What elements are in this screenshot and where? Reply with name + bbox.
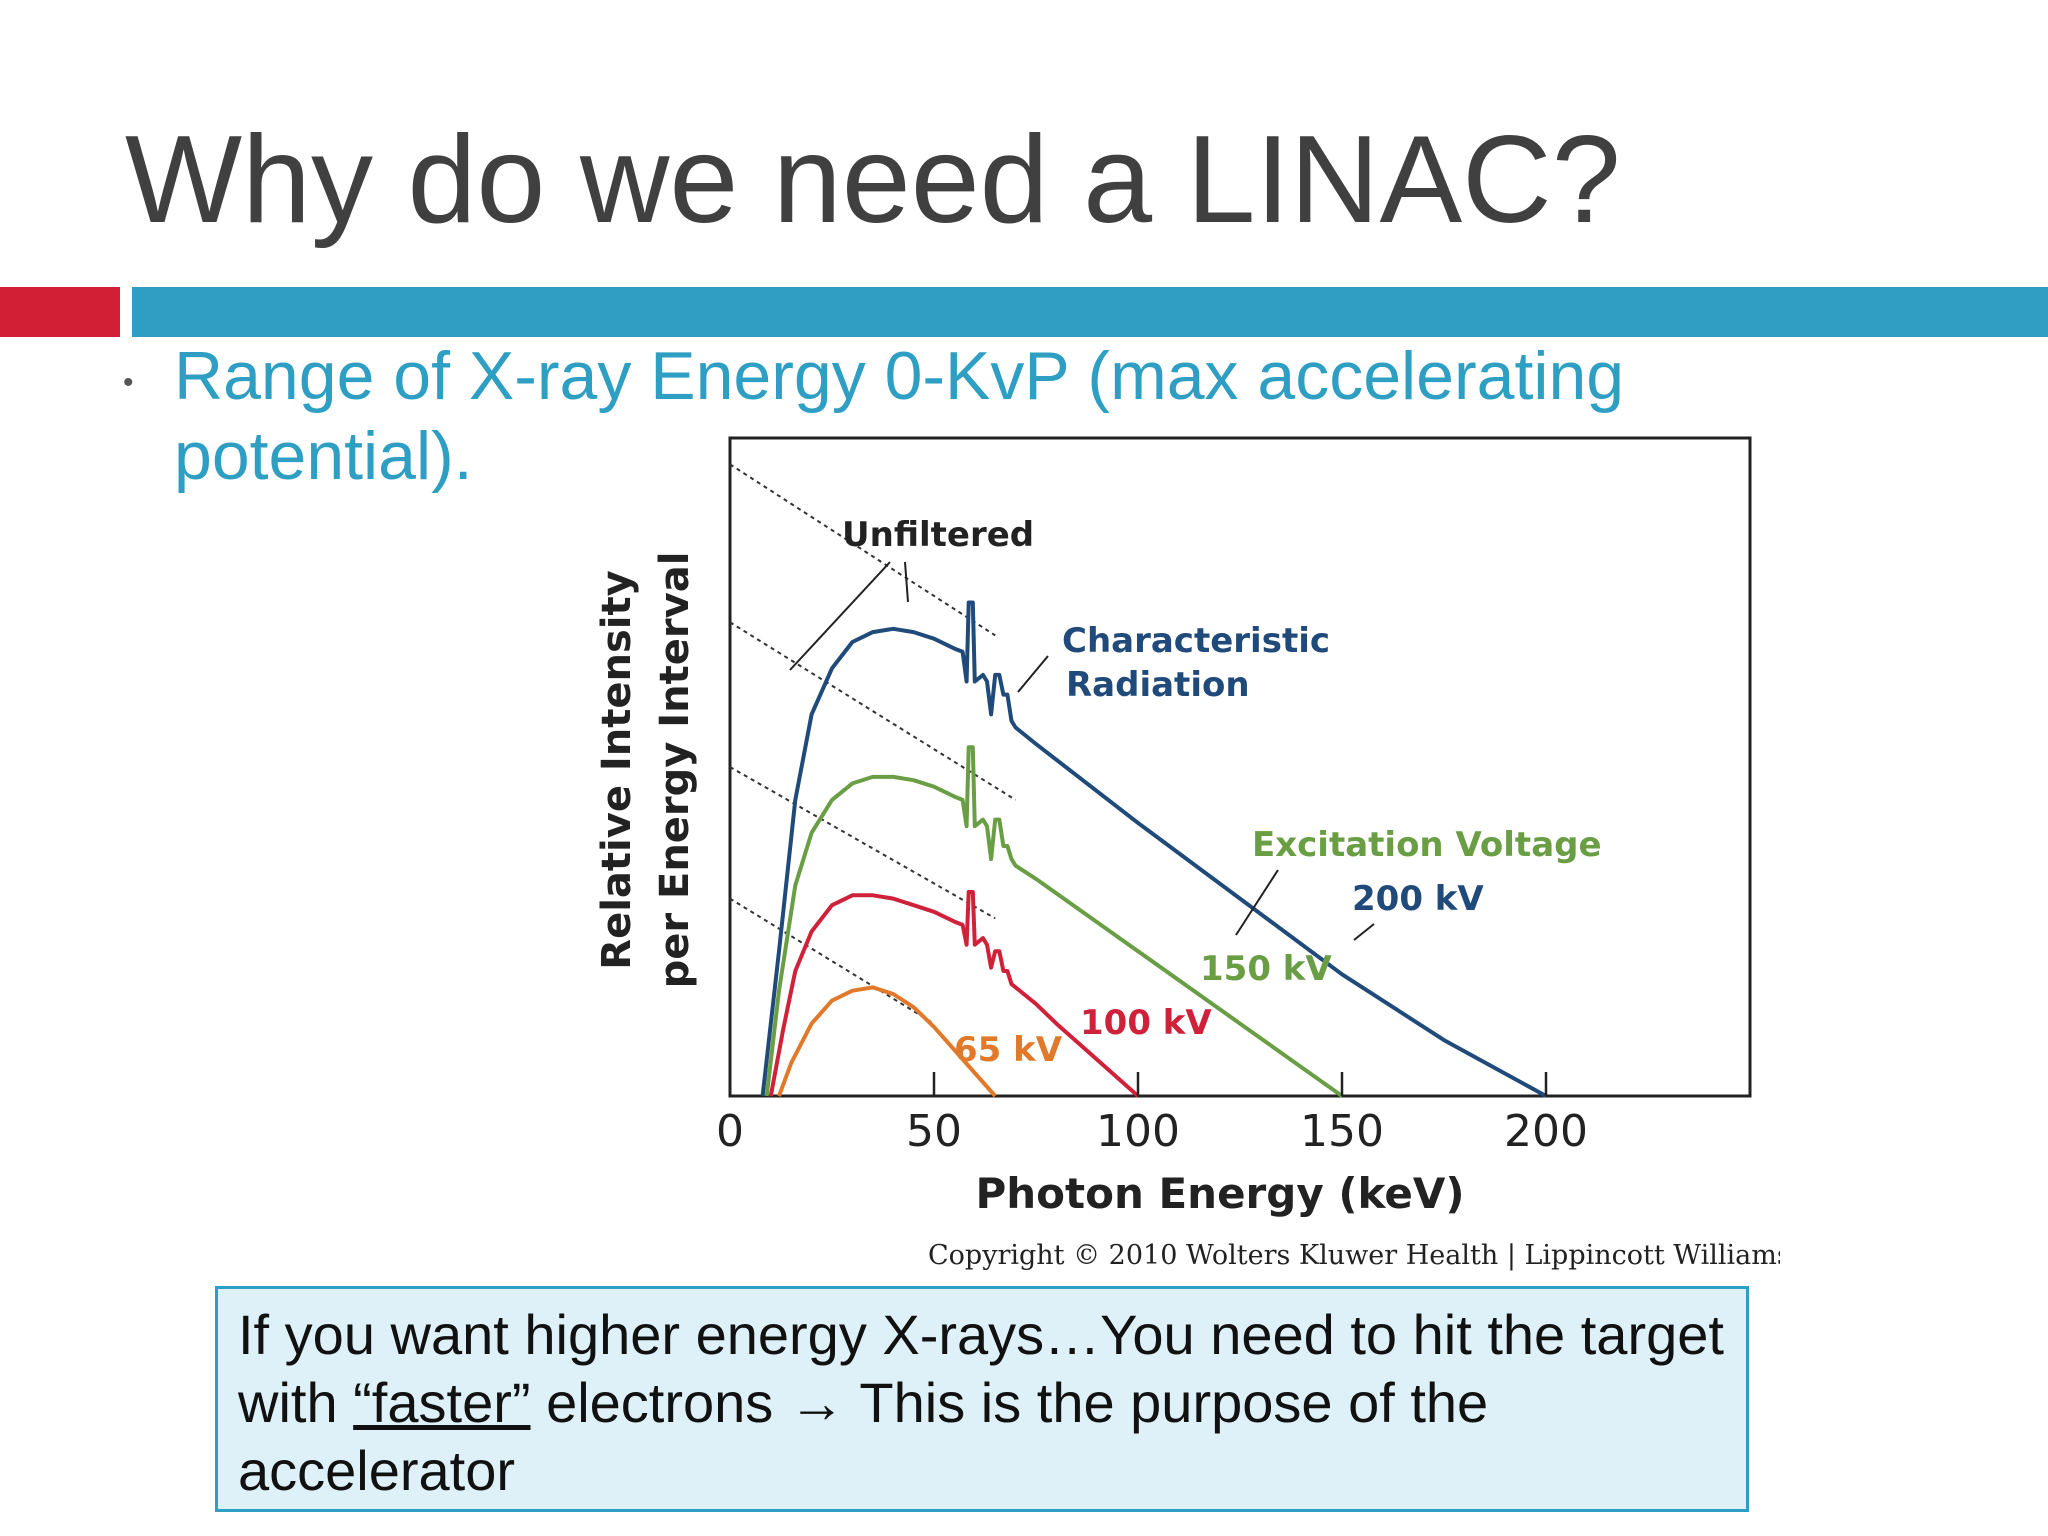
series-line-200-kv bbox=[760, 600, 1547, 1098]
y-axis-title-line-2: per Energy Interval bbox=[652, 552, 698, 989]
x-axis-title: Photon Energy (keV) bbox=[975, 1169, 1464, 1218]
x-tick-label-0: 0 bbox=[716, 1106, 744, 1157]
x-tick-label-50: 50 bbox=[906, 1106, 962, 1157]
series-line-100-kv bbox=[768, 890, 1140, 1098]
bullet-marker: • bbox=[123, 366, 134, 399]
x-tick-label-100: 100 bbox=[1096, 1106, 1180, 1157]
x-tick-label-150: 150 bbox=[1300, 1106, 1384, 1157]
callout-text-1: If you want higher energy X-rays…You nee… bbox=[238, 1303, 1724, 1434]
series-label-200-kv: 200 kV bbox=[1352, 879, 1484, 919]
series-label-65-kv: 65 kV bbox=[954, 1030, 1063, 1070]
xray-spectrum-chart: 0 50 100 150 200 Photon Energy (keV) Relative … bbox=[594, 436, 1780, 1271]
callout-box: If you want higher energy X-rays…You nee… bbox=[215, 1286, 1749, 1512]
title-accent-blue-bar bbox=[132, 287, 2048, 337]
callout-text-2: electrons → This is the purpose of the a… bbox=[238, 1371, 1489, 1502]
slide-title: Why do we need a LINAC? bbox=[125, 111, 1621, 249]
bullet-text: Range of X-ray Energy 0-KvP (max acceler… bbox=[174, 338, 1625, 494]
series-label-100-kv: 100 kV bbox=[1080, 1003, 1212, 1043]
x-tick-label-200: 200 bbox=[1504, 1106, 1588, 1157]
series-label-150-kv: 150 kV bbox=[1200, 949, 1332, 989]
callout-faster-underlined: “faster” bbox=[353, 1371, 531, 1434]
series-line-150-kv bbox=[764, 745, 1344, 1098]
annotation-excitation-voltage: Excitation Voltage bbox=[1252, 825, 1602, 865]
pointer-unfiltered-2 bbox=[904, 561, 909, 603]
title-accent-red-bar bbox=[0, 287, 120, 337]
xray-spectrum-figure: 0 50 100 150 200 Photon Energy (keV) Relative … bbox=[560, 420, 1780, 1280]
unfiltered-line-3 bbox=[729, 897, 935, 1025]
annotation-radiation: Radiation bbox=[1066, 665, 1250, 705]
annotation-characteristic: Characteristic bbox=[1062, 621, 1330, 661]
series-line-65-kv bbox=[777, 985, 997, 1098]
pointer-characteristic bbox=[1017, 655, 1049, 693]
figure-copyright: Copyright © 2010 Wolters Kluwer Health |… bbox=[928, 1240, 1780, 1271]
unfiltered-line-2 bbox=[729, 766, 996, 920]
y-axis-title-line-1: Relative Intensity bbox=[594, 570, 640, 969]
pointer-200-kv bbox=[1353, 923, 1375, 941]
pointer-150-kv bbox=[1235, 869, 1279, 936]
annotation-unfiltered: Unfiltered bbox=[842, 515, 1034, 555]
pointer-unfiltered-1 bbox=[789, 561, 891, 671]
